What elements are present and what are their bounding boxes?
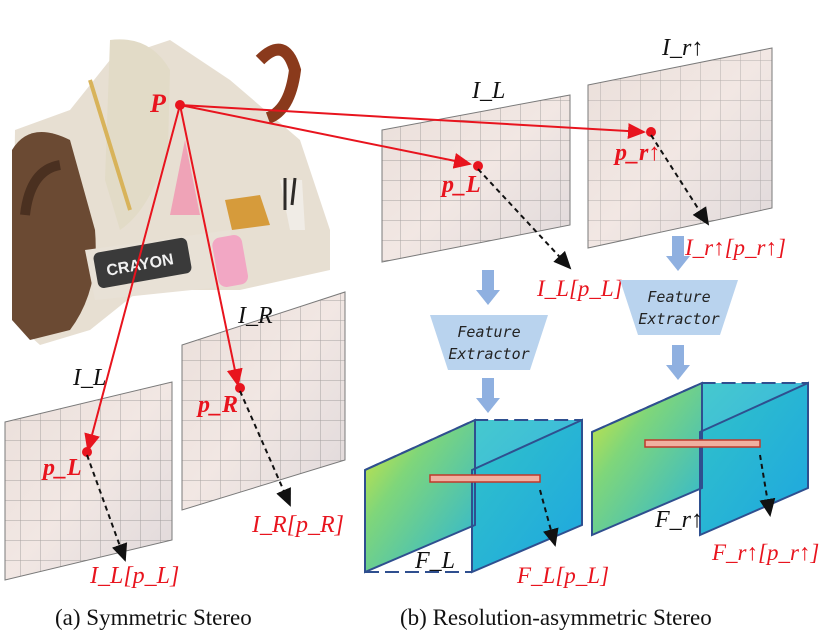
point-pl-label-b: p_L <box>440 172 481 198</box>
image-right-plane-b <box>587 47 773 249</box>
feature-map-right <box>591 381 809 537</box>
feature-extractor-right: Feature Extractor <box>620 280 738 335</box>
svg-text:Feature: Feature <box>457 323 520 341</box>
feature-map-left <box>364 418 583 574</box>
ray-to-left <box>84 104 181 452</box>
caption-left: (a) Symmetric Stereo <box>55 605 252 630</box>
svg-text:Extractor: Extractor <box>448 345 529 363</box>
point-pl-label: p_L <box>41 455 82 481</box>
svg-text:Extractor: Extractor <box>638 310 719 328</box>
sample-right-label-b: I_r↑[p_r↑] <box>684 235 786 260</box>
image-left-label-b: I_L <box>471 78 505 104</box>
point-pl-dot <box>82 447 92 457</box>
feature-right-label: F_r↑ <box>654 507 703 533</box>
scene-photo: CRAYON <box>12 39 330 345</box>
image-left-label: I_L <box>72 365 106 391</box>
point-pr-label: p_R <box>196 392 238 418</box>
caption-right: (b) Resolution-asymmetric Stereo <box>400 605 712 630</box>
feature-extractor-left: Feature Extractor <box>430 315 548 370</box>
image-right-label: I_R <box>237 303 273 329</box>
image-left-plane <box>4 381 173 581</box>
feature-sample-right-label: F_r↑[p_r↑] <box>711 540 819 565</box>
flow-arrow-right-2 <box>666 345 690 380</box>
svg-text:Feature: Feature <box>647 288 710 306</box>
sample-arrow-left <box>86 454 128 562</box>
flow-arrow-right-1 <box>666 236 690 271</box>
ray-to-right-b <box>179 104 646 140</box>
point-p-label: P <box>149 89 167 118</box>
sample-right-label: I_R[p_R] <box>251 512 344 538</box>
ray-to-left-b <box>179 104 472 169</box>
point-pr-dot-b <box>646 127 656 137</box>
feature-left-label: F_L <box>414 548 455 574</box>
image-right-label-b: I_r↑ <box>661 35 703 61</box>
sample-arrow-right <box>239 390 291 507</box>
sample-arrow-left-b <box>477 168 572 270</box>
feature-sample-left-label: F_L[p_L] <box>516 563 609 588</box>
flow-arrow-left-1 <box>476 270 500 305</box>
point-pr-dot <box>235 383 245 393</box>
feature-sample-arrow-right <box>759 454 776 517</box>
point-pl-dot-b <box>473 161 483 171</box>
image-left-plane-b <box>381 94 571 263</box>
flow-arrow-left-2 <box>476 378 500 413</box>
image-right-plane <box>181 291 346 511</box>
point-pr-label-b: p_r↑ <box>613 140 660 166</box>
sample-left-label-b: I_L[p_L] <box>536 276 623 301</box>
sample-left-label: I_L[p_L] <box>89 563 179 589</box>
feature-sample-arrow-left <box>539 489 559 547</box>
ray-to-right <box>179 104 243 387</box>
